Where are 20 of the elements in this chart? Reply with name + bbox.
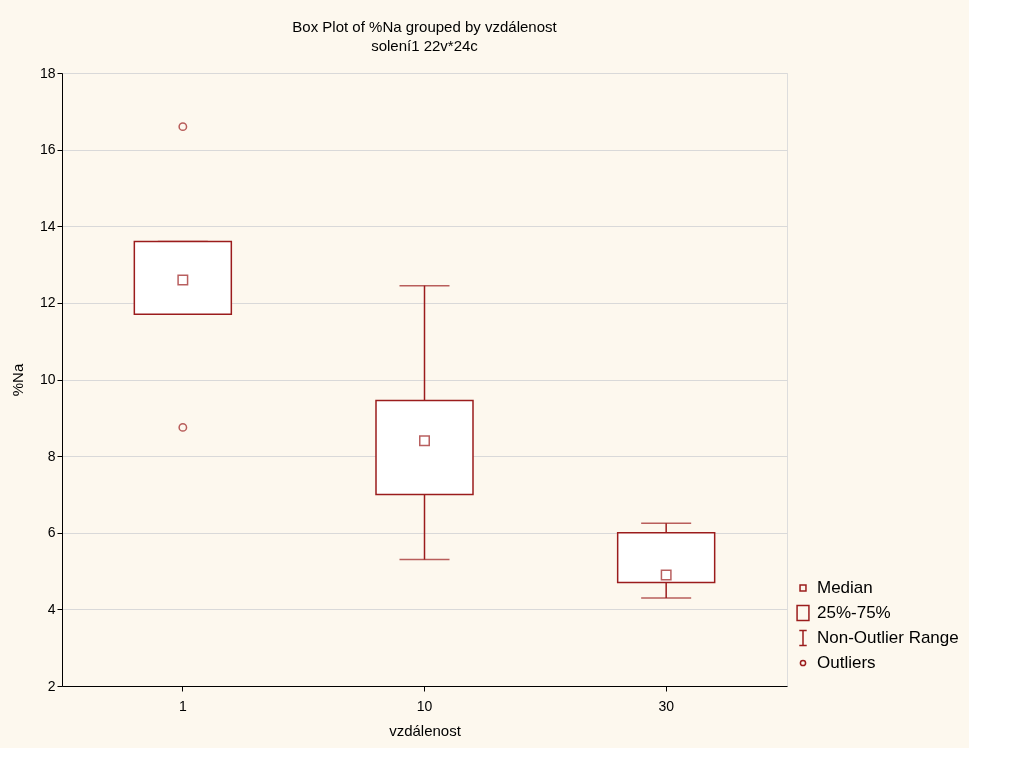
y-tick-label: 6 xyxy=(47,524,56,541)
y-tick-label: 8 xyxy=(47,447,56,464)
x-tick-label: 10 xyxy=(416,697,433,714)
x-tick-label: 30 xyxy=(658,697,675,714)
text: Non-Outlier Range xyxy=(817,628,959,647)
y-tick-label: 12 xyxy=(39,294,56,311)
y-tick-label: 2 xyxy=(47,677,56,694)
x-tick-label: 1 xyxy=(178,697,187,714)
text: Median xyxy=(817,578,873,597)
text: 25%-75% xyxy=(817,603,891,622)
y-tick-label: 16 xyxy=(39,141,56,158)
y-tick-label: 14 xyxy=(39,217,56,234)
y-tick-label: 10 xyxy=(39,371,56,387)
chart-title: Box Plot of %Na grouped by vzdálenost xyxy=(292,18,558,35)
y-tick-label: 4 xyxy=(47,600,56,617)
y-axis-title: %Na xyxy=(8,363,26,397)
chart-subtitle: solení1 22v*24c xyxy=(371,37,479,54)
x-axis-title: vzdálenost xyxy=(389,721,462,739)
text: Outliers xyxy=(817,653,876,672)
y-tick-label: 18 xyxy=(39,64,56,81)
